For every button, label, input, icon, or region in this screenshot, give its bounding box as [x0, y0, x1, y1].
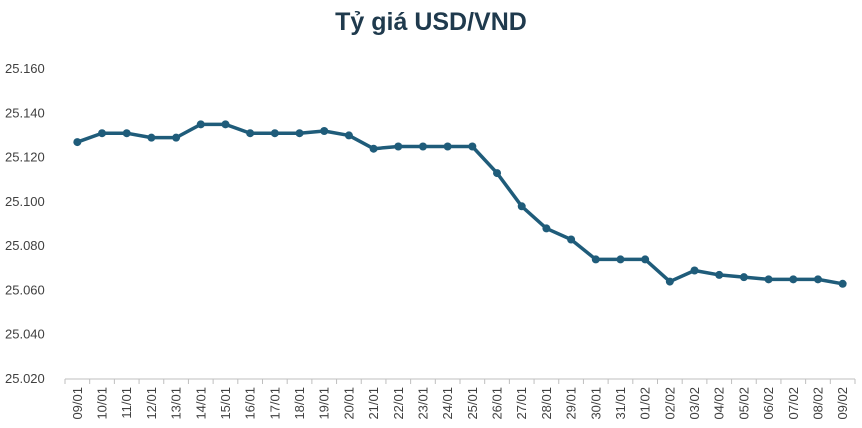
x-tick-label: 27/01: [514, 387, 529, 420]
x-tick-label: 23/01: [415, 387, 430, 420]
series-layer: [73, 120, 847, 288]
data-point: [789, 275, 798, 284]
x-tick-label: 03/02: [687, 387, 702, 420]
chart-title: Tỷ giá USD/VND: [335, 8, 527, 36]
data-point: [320, 127, 329, 135]
x-tick-label: 02/02: [662, 387, 677, 420]
x-tick-label: 13/01: [169, 387, 184, 420]
data-point: [715, 270, 724, 279]
x-tick-label: 19/01: [317, 387, 332, 420]
x-tick-label: 11/01: [119, 387, 134, 419]
x-tick-labels: 09/01 10/01 11/01 12/01 13/01 14/01 15/01 16/01…: [70, 387, 850, 420]
x-tick-label: 05/02: [736, 387, 751, 420]
data-point: [172, 133, 181, 142]
y-tick-label: 25.040: [5, 327, 45, 342]
x-tick-label: 30/01: [588, 387, 603, 420]
data-point: [196, 120, 205, 129]
y-tick-label: 25.120: [5, 150, 45, 165]
data-point: [147, 133, 156, 142]
x-tick-label: 21/01: [366, 387, 381, 420]
x-tick-label: 15/01: [218, 387, 233, 420]
data-point: [369, 144, 378, 153]
x-tick-label: 26/01: [490, 387, 505, 420]
data-point: [493, 169, 502, 178]
x-tick-label: 22/01: [391, 387, 406, 420]
data-point: [838, 279, 847, 288]
x-tick-label: 20/01: [341, 387, 356, 420]
data-point: [517, 202, 526, 211]
series-line: [75, 122, 845, 286]
y-tick-labels: 25.020 25.040 25.060 25.080 25.100 25.120 25.1…: [5, 61, 45, 386]
data-point: [295, 129, 304, 138]
data-point: [221, 120, 230, 129]
x-tick-label: 14/01: [193, 387, 208, 420]
data-point: [468, 142, 477, 151]
x-tick-label: 18/01: [292, 387, 307, 420]
x-tick-label: 08/02: [810, 387, 825, 420]
x-tick-label: 28/01: [539, 387, 554, 420]
data-point: [73, 138, 82, 147]
x-tick-label: 04/02: [712, 387, 727, 420]
x-tick-label: 12/01: [144, 387, 159, 420]
axis-layer: [64, 378, 856, 384]
data-point: [641, 255, 650, 264]
x-tick-label: 31/01: [613, 387, 628, 420]
data-point: [418, 142, 427, 151]
data-point: [542, 224, 551, 233]
y-tick-label: 25.140: [5, 105, 45, 120]
x-tick-label: 10/01: [95, 387, 110, 420]
x-tick-label: 17/01: [267, 387, 282, 420]
data-point: [344, 131, 353, 140]
data-point: [394, 142, 403, 151]
data-point: [246, 129, 255, 138]
x-tick-label: 09/01: [70, 387, 85, 420]
y-tick-label: 25.020: [5, 371, 45, 386]
y-tick-label: 25.060: [5, 282, 45, 297]
x-tick-label: 06/02: [761, 387, 776, 420]
data-point: [813, 275, 822, 284]
y-tick-label: 25.080: [5, 238, 45, 253]
x-tick-label: 16/01: [243, 387, 258, 420]
data-point: [98, 129, 107, 138]
data-point: [567, 235, 576, 244]
x-tick-label: 29/01: [564, 387, 579, 420]
y-tick-label: 25.160: [5, 61, 45, 76]
x-tick-label: 24/01: [440, 387, 455, 420]
data-point: [122, 129, 131, 138]
x-tick-label: 01/02: [638, 387, 653, 420]
y-tick-label: 25.100: [5, 194, 45, 209]
data-point: [443, 142, 452, 151]
data-point: [690, 266, 699, 275]
data-point: [616, 255, 625, 264]
data-point: [270, 129, 279, 138]
data-point: [764, 275, 773, 284]
x-tick-label: 09/02: [835, 387, 850, 420]
data-point: [665, 277, 674, 286]
x-tick-label: 25/01: [465, 387, 480, 420]
x-tick-label: 07/02: [786, 387, 801, 420]
data-point: [739, 273, 748, 282]
data-point: [591, 255, 600, 264]
